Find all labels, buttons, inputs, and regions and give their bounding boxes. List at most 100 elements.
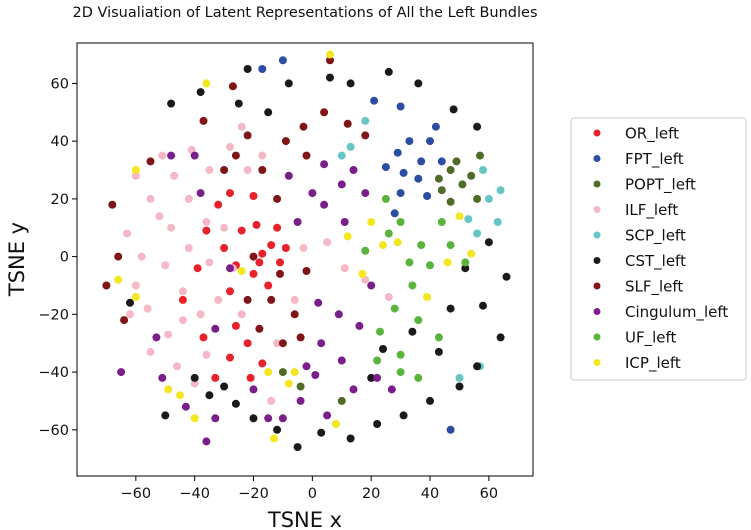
data-point bbox=[114, 252, 123, 261]
data-point bbox=[434, 347, 443, 356]
data-point bbox=[367, 281, 376, 290]
data-point bbox=[384, 293, 393, 301]
data-point bbox=[473, 229, 482, 238]
data-point bbox=[199, 333, 208, 342]
data-point bbox=[178, 287, 187, 296]
legend-label: OR_left bbox=[625, 125, 679, 144]
data-point bbox=[496, 186, 505, 195]
data-point bbox=[396, 102, 405, 111]
legend: OR_left FPT_left POPT_left ILF_left SCP_left… bbox=[570, 117, 747, 381]
data-point bbox=[302, 267, 311, 275]
legend-marker bbox=[593, 180, 601, 188]
data-point bbox=[220, 166, 229, 174]
series-SLF_left bbox=[102, 56, 370, 348]
data-point bbox=[384, 229, 393, 238]
legend-label: UF_left bbox=[625, 329, 677, 348]
x-ticks: −60 −40 −20 0 20 40 60 bbox=[121, 476, 498, 502]
data-point bbox=[473, 122, 482, 131]
data-point bbox=[296, 333, 305, 342]
data-point bbox=[323, 411, 332, 420]
data-point bbox=[220, 382, 229, 391]
data-point bbox=[293, 443, 302, 452]
data-point bbox=[381, 163, 390, 172]
legend-item: ILF_left bbox=[593, 201, 678, 220]
data-point bbox=[302, 362, 311, 371]
data-point bbox=[167, 223, 176, 232]
legend-marker bbox=[593, 257, 601, 264]
data-point bbox=[437, 218, 446, 226]
data-point bbox=[343, 119, 352, 128]
data-point bbox=[258, 359, 267, 368]
x-tick-label: −20 bbox=[238, 486, 269, 502]
data-point bbox=[479, 166, 487, 174]
data-point bbox=[423, 293, 432, 301]
data-point bbox=[423, 192, 432, 200]
legend-marker bbox=[593, 231, 601, 239]
data-point bbox=[243, 131, 252, 140]
data-point bbox=[131, 171, 140, 180]
legend-marker bbox=[593, 333, 601, 341]
x-tick-label: 60 bbox=[480, 486, 498, 502]
data-point bbox=[117, 368, 126, 377]
legend-marker bbox=[593, 308, 601, 315]
data-point bbox=[390, 304, 399, 313]
data-point bbox=[479, 301, 487, 310]
data-point bbox=[249, 192, 258, 200]
data-point bbox=[220, 223, 229, 232]
data-point bbox=[202, 79, 211, 88]
legend-label: ILF_left bbox=[625, 201, 678, 220]
y-tick-label: 0 bbox=[60, 250, 69, 266]
data-point bbox=[484, 194, 493, 203]
data-point bbox=[458, 180, 467, 189]
data-point bbox=[220, 244, 229, 252]
data-point bbox=[426, 137, 434, 146]
data-point bbox=[317, 339, 326, 348]
data-point bbox=[437, 186, 446, 195]
legend-marker bbox=[593, 206, 601, 213]
data-point bbox=[278, 368, 287, 377]
series-ILF_left bbox=[123, 122, 393, 405]
data-point bbox=[123, 229, 131, 238]
data-point bbox=[417, 157, 426, 166]
data-point bbox=[370, 96, 379, 105]
data-point bbox=[173, 362, 181, 371]
data-point bbox=[267, 396, 276, 405]
data-point bbox=[393, 148, 402, 157]
data-point bbox=[114, 275, 123, 284]
data-point bbox=[290, 310, 299, 319]
data-point bbox=[276, 258, 284, 267]
data-point bbox=[267, 295, 276, 304]
data-point bbox=[461, 264, 470, 273]
data-point bbox=[320, 160, 329, 169]
data-point bbox=[193, 264, 202, 273]
data-point bbox=[146, 157, 155, 166]
series-Cingulum_left bbox=[117, 151, 396, 446]
x-tick-label: 0 bbox=[308, 486, 317, 502]
data-point bbox=[108, 200, 117, 209]
data-point bbox=[323, 238, 332, 247]
plot-frame bbox=[76, 42, 534, 477]
data-point bbox=[299, 122, 308, 131]
y-ticks: −60 −40 −20 0 20 40 60 bbox=[38, 76, 77, 439]
data-point bbox=[467, 249, 476, 258]
data-point bbox=[326, 50, 334, 59]
data-point bbox=[405, 258, 414, 267]
data-point bbox=[146, 347, 155, 356]
data-point bbox=[184, 194, 193, 203]
data-point bbox=[131, 166, 140, 174]
series-ICP_left bbox=[114, 50, 476, 443]
data-point bbox=[284, 171, 293, 180]
y-tick-label: −60 bbox=[38, 423, 69, 439]
data-point bbox=[237, 226, 246, 235]
data-point bbox=[270, 434, 279, 443]
data-point bbox=[205, 391, 214, 400]
data-point bbox=[231, 399, 240, 408]
data-point bbox=[170, 171, 179, 180]
data-point bbox=[205, 258, 214, 267]
data-point bbox=[137, 252, 146, 261]
data-point bbox=[164, 330, 173, 339]
data-point bbox=[226, 287, 234, 296]
data-point bbox=[211, 414, 220, 423]
series-UF_left bbox=[361, 194, 470, 382]
